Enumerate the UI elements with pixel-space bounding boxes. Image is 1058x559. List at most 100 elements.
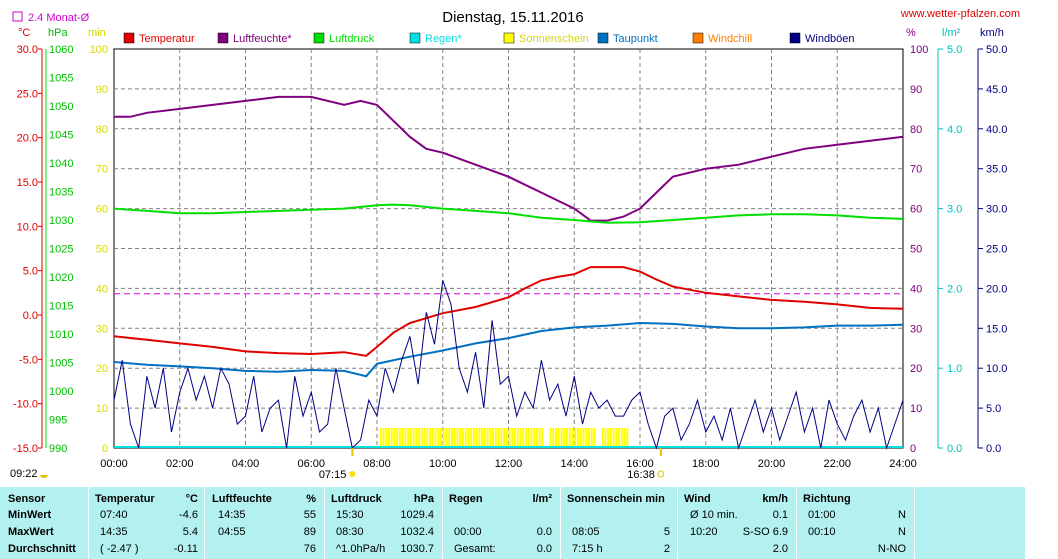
humidity-tick-label: 70 bbox=[910, 164, 922, 176]
sunshine-bar bbox=[607, 428, 610, 448]
sunshine-bar bbox=[497, 428, 500, 448]
pressure-unit-label: hPa bbox=[48, 27, 68, 39]
sunshine-bar bbox=[415, 428, 418, 448]
x-tick-label: 06:00 bbox=[297, 458, 325, 470]
x-tick-label: 04:00 bbox=[232, 458, 260, 470]
sunshine-bar bbox=[442, 428, 445, 448]
wind-time: Ø 10 min. bbox=[690, 509, 738, 521]
sunshine-bar bbox=[401, 428, 404, 448]
sunshine-bar bbox=[585, 428, 588, 448]
column-divider bbox=[204, 487, 205, 559]
sunshine-tick-label: 80 bbox=[96, 124, 108, 136]
website-label[interactable]: www.wetter-pfalzen.com bbox=[900, 8, 1020, 20]
wind-tick-label: 45.0 bbox=[986, 84, 1007, 96]
temperature-tick-label: 20.0 bbox=[17, 133, 38, 145]
humidity-time: 04:55 bbox=[218, 526, 246, 538]
sunshine-bar bbox=[500, 428, 503, 448]
sunshine-bar bbox=[519, 428, 522, 448]
sunshine-value: 5 bbox=[663, 526, 670, 538]
sunshine-bar bbox=[426, 428, 429, 448]
pressure-tick-label: 1010 bbox=[49, 329, 73, 341]
row-label: MaxWert bbox=[8, 526, 54, 538]
sunshine-bar bbox=[612, 428, 615, 448]
sunshine-bar bbox=[618, 428, 621, 448]
sunshine-bar bbox=[398, 428, 401, 448]
sunshine-bar bbox=[450, 428, 453, 448]
legend-swatch bbox=[692, 32, 704, 44]
direction-value: N-NO bbox=[877, 543, 906, 555]
sunshine-time: 08:05 bbox=[572, 526, 600, 538]
temperature-time: 14:35 bbox=[100, 526, 128, 538]
sunshine-tick-label: 50 bbox=[96, 244, 108, 256]
sunshine-bar bbox=[538, 428, 541, 448]
row-label: Durchschnitt bbox=[8, 543, 76, 555]
humidity-tick-label: 10 bbox=[910, 403, 922, 415]
sunshine-bar bbox=[604, 428, 607, 448]
wind-value: 0.1 bbox=[772, 509, 788, 521]
pressure-tick-label: 990 bbox=[49, 443, 67, 455]
series-line-windben bbox=[113, 280, 904, 450]
sunshine-bar bbox=[508, 428, 511, 448]
pressure-time: 15:30 bbox=[336, 509, 364, 521]
sunshine-bar bbox=[429, 428, 432, 448]
sunshine-tick-label: 60 bbox=[96, 204, 108, 216]
temperature-tick-label: 25.0 bbox=[17, 88, 38, 100]
legend-label-luftdruck: Luftdruck bbox=[329, 33, 375, 45]
sunshine-bar bbox=[404, 428, 407, 448]
humidity-tick-label: 0 bbox=[910, 443, 916, 455]
sunshine-bar bbox=[437, 428, 440, 448]
pressure-value: 1029.4 bbox=[400, 509, 434, 521]
sunshine-bar bbox=[560, 428, 563, 448]
sunshine-bar bbox=[418, 428, 421, 448]
row-label: MinWert bbox=[8, 509, 52, 521]
temperature-tick-label: 10.0 bbox=[17, 221, 38, 233]
temperature-value: -4.6 bbox=[179, 509, 198, 521]
sunshine-bar bbox=[475, 428, 478, 448]
sunshine-tick-label: 40 bbox=[96, 283, 108, 295]
pressure-tick-label: 1015 bbox=[49, 301, 73, 313]
wind-unit-label: km/h bbox=[980, 27, 1004, 39]
wind-tick-label: 30.0 bbox=[986, 204, 1007, 216]
wind-tick-label: 0.0 bbox=[986, 443, 1001, 455]
wind-tick-label: 35.0 bbox=[986, 164, 1007, 176]
wind-tick-label: 15.0 bbox=[986, 323, 1007, 335]
sunshine-bar bbox=[448, 428, 451, 448]
sunshine-bar bbox=[470, 428, 473, 448]
header-pressure-unit: hPa bbox=[413, 493, 434, 505]
column-divider bbox=[88, 487, 89, 559]
sunshine-bar bbox=[620, 428, 623, 448]
sunshine-bar bbox=[494, 428, 497, 448]
sunshine-bar bbox=[409, 428, 412, 448]
column-divider bbox=[442, 487, 443, 559]
sunshine-bar bbox=[431, 428, 434, 448]
temperature-tick-label: 0.0 bbox=[23, 310, 38, 322]
pressure-tick-label: 1020 bbox=[49, 272, 73, 284]
sunshine-bar bbox=[393, 428, 396, 448]
x-tick-label: 20:00 bbox=[758, 458, 786, 470]
sunshine-bar bbox=[590, 428, 593, 448]
sunshine-bar bbox=[407, 428, 410, 448]
direction-time: 00:10 bbox=[808, 526, 836, 538]
legend-swatch bbox=[409, 32, 421, 44]
humidity-value: 76 bbox=[303, 543, 316, 555]
series-line-taupunkt bbox=[113, 321, 904, 378]
wind-tick-label: 10.0 bbox=[986, 363, 1007, 375]
humidity-tick-label: 80 bbox=[910, 124, 922, 136]
moon-icon bbox=[40, 475, 48, 478]
rain-time: 00:00 bbox=[454, 526, 482, 538]
sun-icon bbox=[349, 471, 356, 477]
sunshine-bar bbox=[623, 428, 626, 448]
sunshine-bar bbox=[568, 428, 571, 448]
sunshine-bar bbox=[478, 428, 481, 448]
rain-tick-label: 5.0 bbox=[947, 44, 962, 56]
pressure-tick-label: 1030 bbox=[49, 215, 73, 227]
x-tick-label: 10:00 bbox=[429, 458, 457, 470]
temperature-value: -0.11 bbox=[173, 543, 198, 555]
temperature-tick-label: -10.0 bbox=[13, 399, 38, 411]
sunshine-bar bbox=[492, 428, 495, 448]
column-divider bbox=[677, 487, 678, 559]
sunshine-bar bbox=[385, 428, 388, 448]
sunshine-bar bbox=[464, 428, 467, 448]
sunshine-bar bbox=[557, 428, 560, 448]
sunshine-bar bbox=[379, 428, 382, 448]
